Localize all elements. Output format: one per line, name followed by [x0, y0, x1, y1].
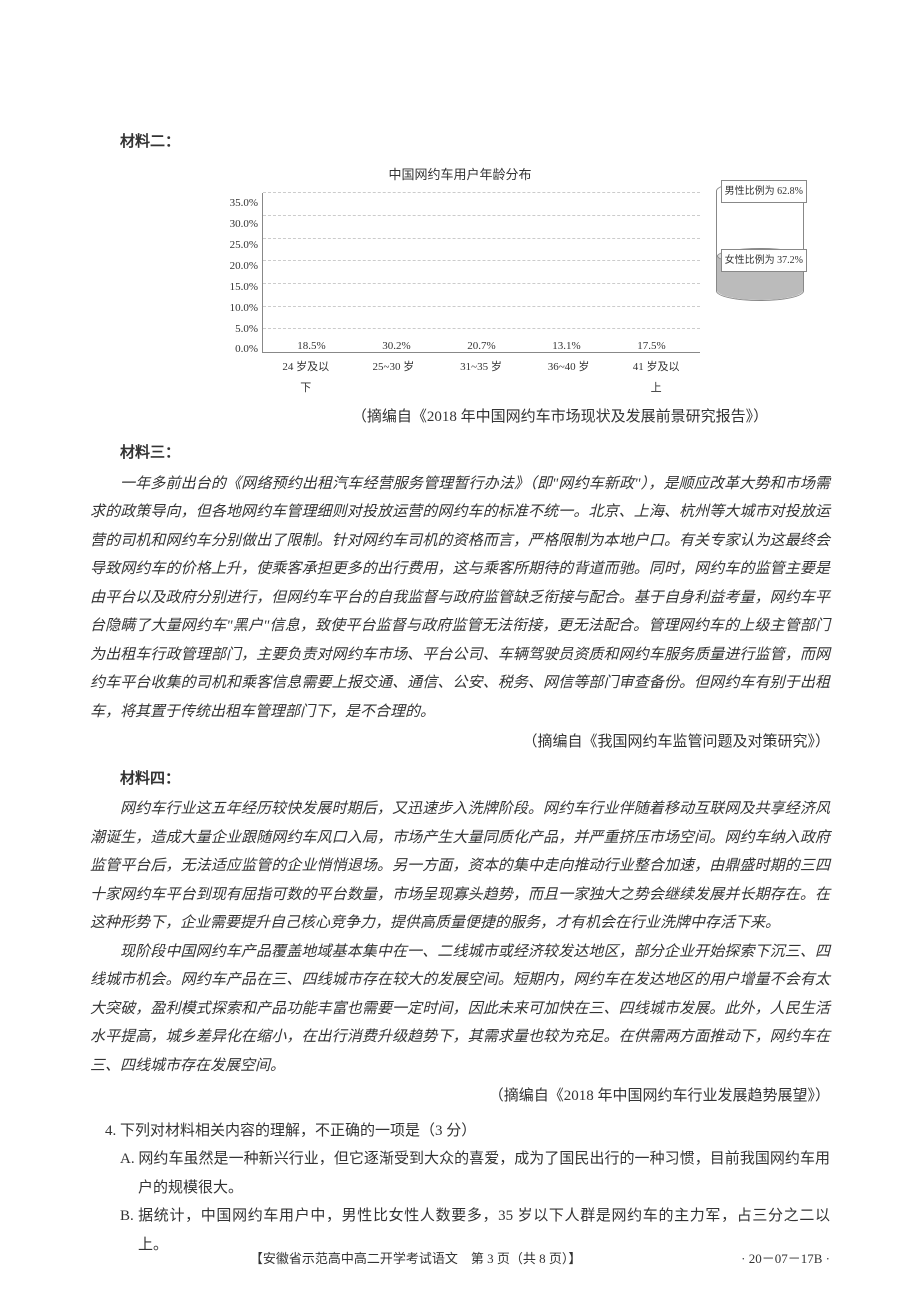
xlabel: 36~40 岁 — [541, 357, 597, 399]
grid-line — [263, 215, 700, 216]
material3-para1: 一年多前出台的《网络预约出租汽车经营服务管理暂行办法》（即"网约车新政"），是顺… — [90, 470, 830, 727]
material4-para2: 现阶段中国网约车产品覆盖地域基本集中在一、二线城市或经济较发达地区，部分企业开始… — [90, 938, 830, 1081]
cylinder-body: 男性比例为 62.8% 女性比例为 37.2% — [716, 181, 804, 301]
material4-para1: 网约车行业这五年经历较快发展时期后，又迅速步入洗牌阶段。网约车行业伴随着移动互联… — [90, 795, 830, 938]
xlabel: 24 岁及以下 — [278, 357, 334, 399]
grid-line — [263, 328, 700, 329]
material4-source: （摘编自《2018 年中国网约车行业发展趋势展望》） — [90, 1082, 830, 1111]
gender-cylinder: 男性比例为 62.8% 女性比例为 37.2% — [710, 181, 810, 311]
x-axis-labels: 24 岁及以下 25~30 岁 31~35 岁 36~40 岁 41 岁及以上 — [220, 357, 700, 399]
grid-line — [263, 192, 700, 193]
xlabel: 41 岁及以上 — [628, 357, 684, 399]
plot-area: 18.5%30.2%20.7%13.1%17.5% — [262, 193, 700, 353]
bar-value-label: 20.7% — [467, 336, 495, 357]
bar-value-label: 13.1% — [552, 336, 580, 357]
material2-source: （摘编自《2018 年中国网约车市场现状及发展前景研究报告》） — [90, 403, 830, 432]
xlabel: 25~30 岁 — [365, 357, 421, 399]
page-footer: 【安徽省示范高中高二开学考试语文 第 3 页（共 8 页）】 · 20－07－1… — [90, 1247, 830, 1272]
xlabel: 31~35 岁 — [453, 357, 509, 399]
option-a: A. 网约车虽然是一种新兴行业，但它逐渐受到大众的喜爱，成为了国民出行的一种习惯… — [90, 1145, 830, 1202]
grid-line — [263, 238, 700, 239]
ytick: 20.0% — [230, 256, 258, 277]
footer-center: 【安徽省示范高中高二开学考试语文 第 3 页（共 8 页）】 — [90, 1247, 741, 1272]
ytick: 15.0% — [230, 277, 258, 298]
age-distribution-chart: 中国网约车用户年龄分布 35.0% 30.0% 25.0% 20.0% 15.0… — [220, 163, 700, 399]
material3-heading: 材料三： — [90, 439, 830, 468]
ytick: 30.0% — [230, 214, 258, 235]
ytick: 35.0% — [230, 193, 258, 214]
female-ratio-label: 女性比例为 37.2% — [721, 249, 807, 272]
ytick: 25.0% — [230, 235, 258, 256]
chart-body: 35.0% 30.0% 25.0% 20.0% 15.0% 10.0% 5.0%… — [220, 193, 700, 353]
y-axis: 35.0% 30.0% 25.0% 20.0% 15.0% 10.0% 5.0%… — [220, 193, 262, 353]
bar-value-label: 18.5% — [297, 336, 325, 357]
grid-line — [263, 260, 700, 261]
grid-line — [263, 283, 700, 284]
male-ratio-label: 男性比例为 62.8% — [721, 180, 807, 203]
chart-title: 中国网约车用户年龄分布 — [220, 163, 700, 188]
material3-source: （摘编自《我国网约车监管问题及对策研究》） — [90, 728, 830, 757]
material4-heading: 材料四： — [90, 765, 830, 794]
question-4: 4. 下列对材料相关内容的理解，不正确的一项是（3 分） A. 网约车虽然是一种… — [90, 1117, 830, 1260]
bar-value-label: 30.2% — [382, 336, 410, 357]
ytick: 5.0% — [235, 319, 258, 340]
footer-right: · 20－07－17B · — [741, 1247, 830, 1272]
material2-heading: 材料二： — [90, 128, 830, 157]
grid-line — [263, 306, 700, 307]
bar-value-label: 17.5% — [637, 336, 665, 357]
question-stem: 4. 下列对材料相关内容的理解，不正确的一项是（3 分） — [90, 1117, 830, 1146]
ytick: 0.0% — [235, 339, 258, 360]
ytick: 10.0% — [230, 298, 258, 319]
